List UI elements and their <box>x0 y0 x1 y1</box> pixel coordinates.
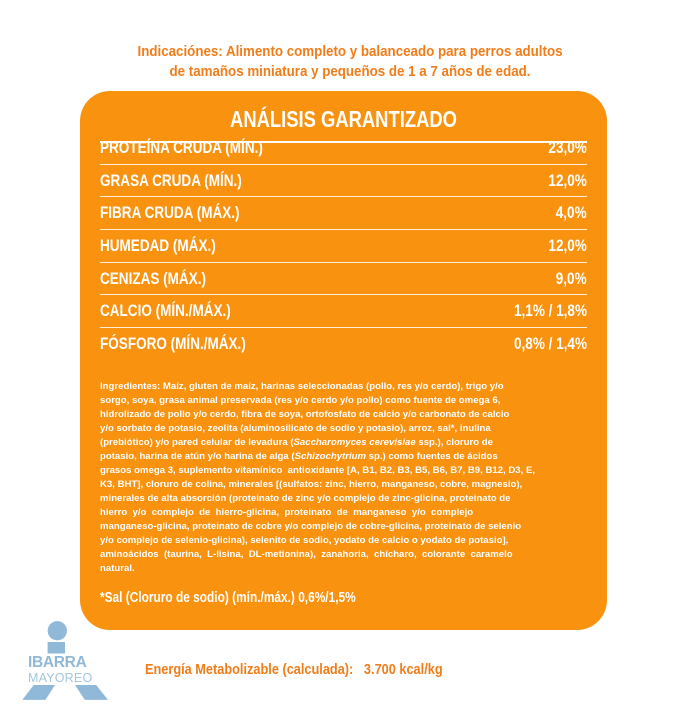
svg-text:MAYOREO: MAYOREO <box>28 671 92 685</box>
svg-text:IBARRA: IBARRA <box>28 654 87 671</box>
